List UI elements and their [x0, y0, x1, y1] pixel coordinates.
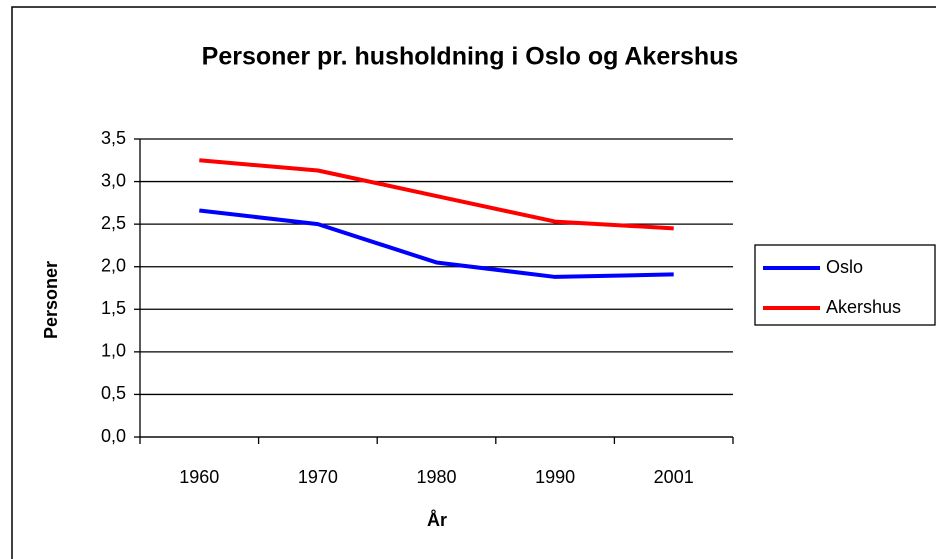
- y-tick-label: 2,0: [101, 255, 126, 275]
- y-tick-label: 1,0: [101, 341, 126, 361]
- legend-label: Akershus: [826, 297, 901, 317]
- x-tick-label: 1960: [179, 467, 219, 487]
- series-line: [199, 158, 674, 231]
- y-tick-label: 0,0: [101, 426, 126, 446]
- x-tick-label: 1990: [535, 467, 575, 487]
- y-tick-label: 1,5: [101, 298, 126, 318]
- legend-box: [754, 244, 936, 326]
- y-tick-label: 0,5: [101, 383, 126, 403]
- y-axis-title: Personer: [41, 261, 61, 339]
- y-tick-label: 3,5: [101, 128, 126, 148]
- x-axis-title: År: [427, 510, 447, 530]
- y-tick-label: 3,0: [101, 170, 126, 190]
- x-tick-label: 1970: [298, 467, 338, 487]
- x-tick-label: 1980: [416, 467, 456, 487]
- series-line: [199, 208, 674, 279]
- chart-title: Personer pr. husholdning i Oslo og Akers…: [202, 43, 739, 71]
- y-tick-label: 2,5: [101, 213, 126, 233]
- x-tick-label: 2001: [654, 467, 694, 487]
- legend-label: Oslo: [826, 257, 863, 277]
